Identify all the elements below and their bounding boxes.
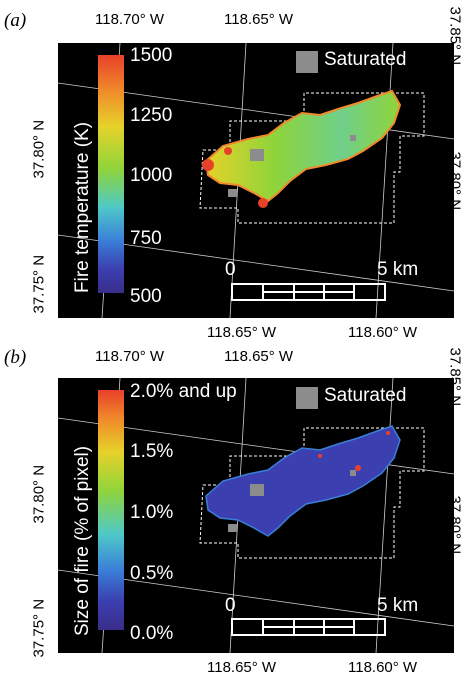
- lat-label-left: 37.75° N: [30, 598, 48, 658]
- scale-bar: [231, 618, 386, 636]
- saturated-patch: [250, 484, 264, 496]
- colorbar-tick: 1000: [130, 165, 173, 186]
- lat-label-left: 37.80° N: [30, 119, 48, 179]
- legend-title: Fire temperature (K): [72, 121, 93, 293]
- lon-label-top: 118.65° W: [224, 348, 294, 365]
- lat-label-left: 37.75° N: [30, 254, 48, 314]
- map-canvas: [58, 43, 454, 318]
- colorbar: [98, 55, 124, 293]
- study-area-outline: [199, 427, 425, 559]
- large-fire-spot: [318, 454, 322, 458]
- colorbar-tick: 1.5%: [130, 441, 174, 462]
- lon-label-bottom: 118.60° W: [348, 324, 418, 341]
- fire-map: Size of fire (% of pixel) 2.0% and up 1.…: [58, 378, 454, 653]
- panel-letter: (a): [4, 10, 27, 31]
- fire-map: Fire temperature (K) 1500 1250 1000 750 …: [58, 43, 454, 318]
- scale-bar: [231, 283, 386, 301]
- fire-area: [205, 425, 401, 537]
- saturated-label: Saturated: [324, 49, 407, 70]
- colorbar-tick: 1250: [130, 105, 173, 126]
- saturated-patch: [350, 135, 356, 141]
- scale-bar-frame: [231, 618, 386, 636]
- lon-label-bottom: 118.65° W: [207, 324, 277, 341]
- scale-start-label: 0: [225, 259, 236, 280]
- saturated-patch: [228, 189, 237, 197]
- scale-end-label: 5 km: [377, 595, 419, 616]
- hot-spot: [224, 147, 232, 155]
- colorbar-tick: 750: [130, 228, 162, 249]
- legend-title: Size of fire (% of pixel): [72, 445, 93, 636]
- colorbar-tick: 0.0%: [130, 623, 174, 644]
- saturated-patch: [250, 149, 264, 161]
- saturated-label: Saturated: [324, 385, 407, 406]
- colorbar-tick: 0.5%: [130, 563, 174, 584]
- colorbar-tick: 2.0% and up: [130, 381, 237, 402]
- saturated-patch: [350, 470, 356, 476]
- fire-area: [204, 89, 402, 203]
- saturated-swatch: [296, 51, 318, 73]
- lon-label-bottom: 118.65° W: [207, 659, 277, 676]
- saturated-patch: [228, 524, 237, 532]
- scale-bar-frame: [231, 283, 386, 301]
- colorbar: [98, 390, 124, 630]
- parallel-line: [58, 234, 454, 292]
- lon-label-top: 118.70° W: [95, 348, 165, 365]
- colorbar-tick: 500: [130, 286, 162, 307]
- saturated-swatch: [296, 387, 318, 409]
- colorbar-tick: 1.0%: [130, 502, 174, 523]
- lat-label-left: 37.80° N: [30, 464, 48, 524]
- lon-label-top: 118.65° W: [224, 11, 294, 28]
- hot-spot: [258, 198, 268, 208]
- parallel-line: [58, 569, 454, 627]
- large-fire-spot: [386, 431, 390, 435]
- panel-letter: (b): [4, 347, 27, 368]
- study-area-outline: [199, 92, 425, 224]
- scale-end-label: 5 km: [377, 259, 419, 280]
- hot-spot: [202, 159, 214, 171]
- colorbar-tick: 1500: [130, 45, 173, 66]
- lon-label-top: 118.70° W: [95, 11, 165, 28]
- meridian-line: [375, 378, 394, 653]
- lon-label-bottom: 118.60° W: [348, 659, 418, 676]
- large-fire-spot: [355, 465, 361, 471]
- scale-start-label: 0: [225, 595, 236, 616]
- meridian-line: [375, 43, 394, 318]
